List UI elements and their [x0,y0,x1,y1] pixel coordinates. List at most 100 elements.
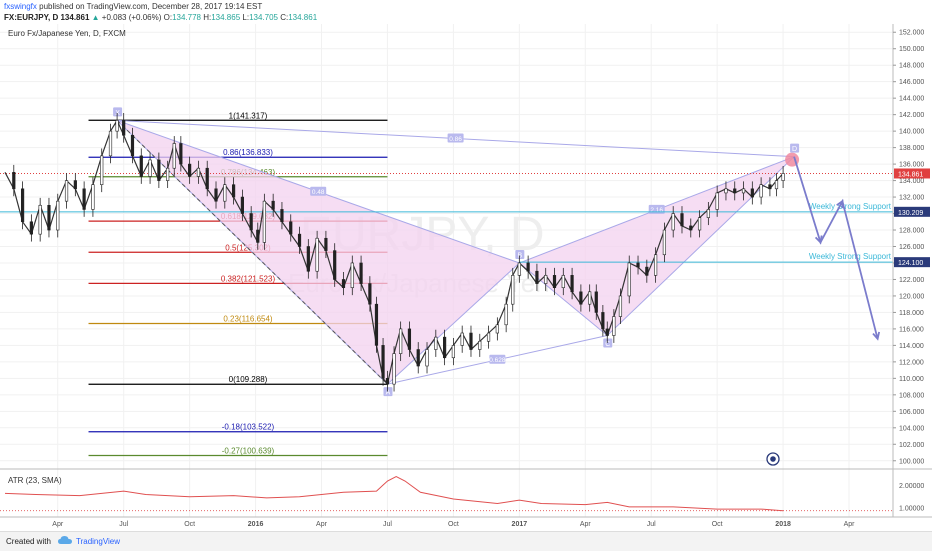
support-lines[interactable]: Weekly Strong Support Weekly Strong Suppo… [0,172,893,263]
x-tick-label: 2016 [248,521,264,528]
candle-body [179,143,183,165]
candle-body [544,275,548,284]
y-tick-label: 152.000 [899,30,924,37]
tradingview-cloud-icon [58,536,72,544]
low-value: 134.705 [249,13,278,22]
candle-body [324,237,328,251]
y-tick-label: 146.000 [899,79,924,86]
arrowhead-2 [836,199,844,209]
support-label: Weekly Strong Support [809,252,892,261]
x-tick-label: Apr [844,521,856,528]
x-tick-label: 2018 [775,521,791,528]
candle-body [20,188,25,223]
axis-bg [893,24,932,517]
candle-body [381,345,385,379]
change-value: +0.083 (+0.06%) [101,13,162,22]
candle-body [166,167,170,181]
candle-body [91,184,95,210]
candle-body [451,345,455,359]
x-tick-label: Oct [184,521,195,528]
y-tick-label: 104.000 [899,425,924,432]
candle-body [29,221,33,235]
price-series [4,113,785,392]
y-tick-label: 126.000 [899,244,924,251]
candle-body [157,159,161,181]
candle-body [12,172,16,190]
change-arrow-icon: ▲ [91,13,100,22]
y-tick-label: 128.000 [899,228,924,235]
candle-body [139,155,143,177]
arrowhead-1 [814,235,823,245]
price-axis[interactable]: 152.000 150.000 148.000 146.000 144.000 142.0… [892,24,932,517]
y-tick-label: 140.000 [899,129,924,136]
candle-body [297,233,302,247]
candle-body [47,204,51,231]
candle-body [280,209,284,223]
time-axis[interactable]: Apr Jul Oct 2016 Apr Jul Oct 2017 Apr Jul Oct 2018 A… [0,516,932,528]
candle-body [654,254,658,276]
projection-arrows[interactable] [793,156,881,341]
candle-body [262,200,266,243]
projection-path [793,156,879,340]
price-chart[interactable]: EURJPY, D Euro Fx/Japanese Yen 1(141.317… [0,24,932,531]
atr-tick-label: 2.00000 [899,483,924,490]
candle-body [223,184,227,202]
candle-body [504,303,508,326]
fib-level-label: 0(109.288) [229,375,268,384]
ratio-label: 0.628 [489,357,506,364]
candle-body [289,221,293,235]
x-tick-label: 2017 [512,521,528,528]
candle-body [249,213,253,231]
y-tick-label: 100.000 [899,458,924,465]
author-link[interactable]: fxswingfx [4,2,37,11]
ratio-label-box [447,133,464,143]
ratio-label-box [489,354,506,364]
footer-bar: Created with TradingView [0,531,932,551]
close-label: C: [280,13,289,22]
atr-line [4,475,784,512]
pattern-point-label: D [792,146,797,153]
y-tick-label: 112.000 [899,359,924,366]
candle-body [627,262,631,297]
candle-body [359,262,363,284]
published-text: published on TradingView.com, December 2… [39,2,263,11]
pattern-point-box [515,249,525,259]
candle-body [724,188,728,194]
candle-body [768,184,772,190]
candle-body [741,188,746,194]
series-title: Euro Fx/Japanese Yen, D, FXCM [8,29,126,38]
low-label: L: [242,13,250,22]
ratio-label: 2.16 [650,207,663,214]
x-tick-label: Apr [580,521,592,528]
candle-body [697,217,702,231]
candle-body [385,378,390,385]
candle-body [172,143,176,169]
candle-body [618,295,623,317]
y-tick-label: 150.000 [899,46,924,53]
y-tick-label: 110.000 [899,376,924,383]
settings-icon[interactable] [766,452,780,466]
candle-body [517,262,521,276]
y-tick-label: 108.000 [899,392,924,399]
high-label: H: [203,13,212,22]
pattern-point-box [383,387,393,397]
candle-body [689,225,693,231]
candle-body [64,180,69,202]
candle-body [82,188,86,210]
candle-body [715,192,719,210]
tradingview-brand[interactable]: TradingView [76,537,121,546]
candle-body [478,340,482,350]
y-tick-label: 132.000 [899,195,924,202]
candle-body [115,120,119,132]
symbol-label[interactable]: FX:EURJPY, D [4,13,59,22]
last-price-text: 134.861 [898,171,923,178]
pattern-point-label: X [115,110,120,117]
candle-body [671,213,675,231]
candle-body [680,213,684,227]
atr-tick-label: 1.00000 [899,506,924,513]
ohlc-legend: FX:EURJPY, D 134.861 ▲ +0.083 (+0.06%) O… [4,13,317,22]
candle-body [108,130,113,157]
candle-body [196,167,201,177]
pattern-point-label: A [386,390,391,397]
candle-body [511,275,515,305]
